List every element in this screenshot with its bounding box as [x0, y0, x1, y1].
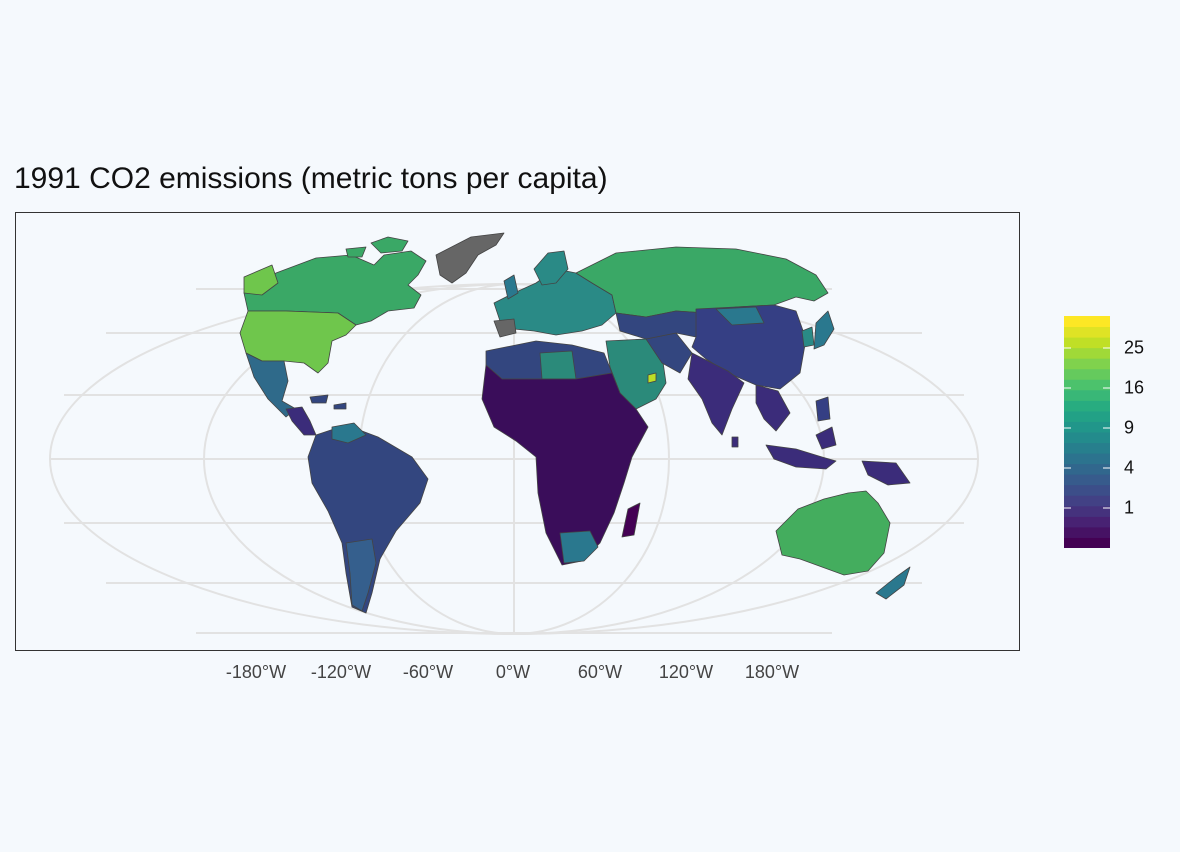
region-uae: [647, 372, 657, 384]
region-uk: [503, 274, 519, 300]
legend-step: [1064, 358, 1110, 370]
region-central-america: [285, 406, 317, 436]
legend-step: [1064, 432, 1110, 444]
region-mexico: [245, 352, 297, 418]
region-caribbean: [309, 394, 347, 410]
legend-step: [1064, 484, 1110, 496]
region-japan: [813, 310, 835, 350]
region-south-america: [307, 424, 429, 614]
x-tick: 0°W: [495, 662, 531, 682]
region-indonesia: [765, 426, 837, 470]
legend-step: [1064, 505, 1110, 517]
region-png: [861, 460, 911, 486]
region-new-zealand: [875, 566, 911, 600]
region-korea: [801, 326, 815, 348]
legend-step: [1064, 347, 1110, 359]
legend-step: [1064, 442, 1110, 454]
legend-step: [1064, 326, 1110, 338]
legend-step: [1064, 526, 1110, 538]
region-russia: [575, 246, 829, 318]
x-tick: 180°W: [744, 662, 800, 682]
region-canada-islands: [345, 236, 409, 258]
region-iberia: [493, 318, 517, 338]
region-libya: [539, 350, 577, 380]
legend-step: [1064, 368, 1110, 380]
legend-step: [1064, 389, 1110, 401]
x-tick: -120°W: [310, 662, 372, 682]
legend-label: 1: [1124, 497, 1135, 518]
region-mongolia: [715, 306, 765, 326]
x-tick: -60°W: [402, 662, 454, 682]
region-sri-lanka: [731, 436, 739, 448]
legend-step: [1064, 453, 1110, 465]
region-south-africa: [559, 530, 599, 564]
legend-step: [1064, 316, 1110, 328]
map-panel: [15, 212, 1020, 651]
legend-colorbar: [1064, 316, 1110, 548]
graticule: [49, 283, 979, 635]
map-title: 1991 CO2 emissions (metric tons per capi…: [14, 162, 608, 195]
legend-label: 4: [1124, 457, 1135, 478]
legend-step: [1064, 537, 1110, 548]
legend-label: 25: [1124, 337, 1145, 358]
legend-step: [1064, 474, 1110, 486]
legend-step: [1064, 410, 1110, 422]
legend-step: [1064, 463, 1110, 475]
region-alaska: [243, 264, 279, 296]
legend-step: [1064, 516, 1110, 528]
legend-step: [1064, 379, 1110, 391]
region-india: [687, 352, 745, 436]
legend-label: 9: [1124, 417, 1135, 438]
region-argentina: [345, 538, 377, 612]
region-scandinavia: [533, 250, 569, 286]
region-venezuela: [331, 422, 367, 444]
x-tick: 120°W: [658, 662, 714, 682]
x-tick: -180°W: [225, 662, 287, 682]
legend-label: 16: [1124, 377, 1145, 398]
region-australia: [775, 490, 891, 576]
region-philippines: [815, 396, 831, 422]
region-madagascar: [621, 502, 641, 538]
x-tick: 60°W: [577, 662, 623, 682]
legend-step: [1064, 400, 1110, 412]
legend-step: [1064, 495, 1110, 507]
legend-step: [1064, 421, 1110, 433]
region-africa: [481, 364, 649, 566]
legend-step: [1064, 337, 1110, 349]
region-greenland: [435, 232, 505, 284]
region-se-asia: [755, 384, 791, 432]
world-map: [49, 232, 979, 635]
